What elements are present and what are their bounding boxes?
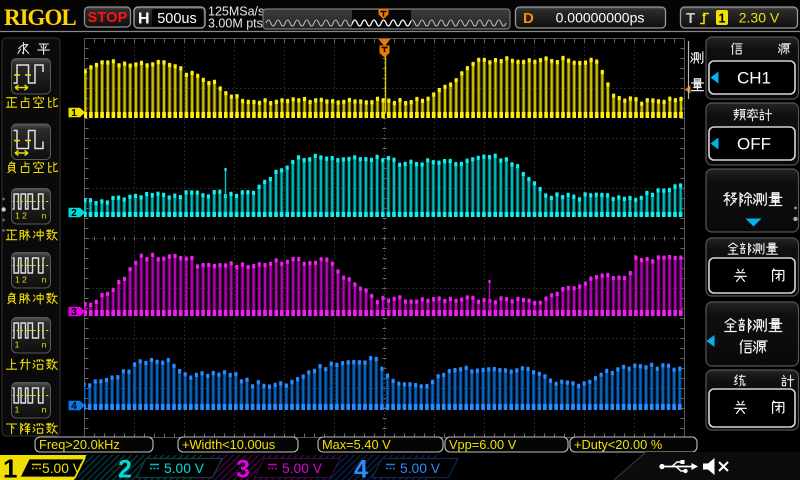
svg-text:Freq>20.0kHz: Freq>20.0kHz: [39, 437, 120, 452]
svg-text:n: n: [42, 211, 47, 221]
svg-text:5.00 V: 5.00 V: [282, 461, 323, 476]
svg-text:3: 3: [71, 307, 77, 318]
svg-text:Max=5.40 V: Max=5.40 V: [322, 437, 391, 452]
svg-text:2.30 V: 2.30 V: [739, 10, 780, 26]
svg-text:1 2: 1 2: [15, 275, 27, 285]
svg-text:0.00000000ps: 0.00000000ps: [556, 10, 645, 26]
svg-text:STOP: STOP: [87, 10, 127, 26]
svg-text:RIGOL: RIGOL: [4, 5, 76, 30]
svg-text:H: H: [138, 11, 150, 28]
svg-text:1: 1: [15, 340, 20, 350]
svg-text:+Width<10.00us: +Width<10.00us: [182, 437, 275, 452]
svg-text:1 2: 1 2: [15, 211, 27, 221]
svg-text:1: 1: [15, 405, 20, 415]
svg-text:n: n: [42, 405, 47, 415]
svg-text:2: 2: [118, 456, 132, 480]
svg-text:1: 1: [71, 108, 77, 119]
svg-text:5.00 V: 5.00 V: [164, 461, 205, 476]
svg-text:5.00 V: 5.00 V: [400, 461, 441, 476]
svg-text:D: D: [523, 10, 534, 27]
svg-text:CH1: CH1: [737, 69, 771, 88]
svg-text:3.00M pts: 3.00M pts: [208, 17, 263, 31]
svg-text:5.00 V: 5.00 V: [42, 461, 83, 476]
svg-text:3: 3: [236, 456, 250, 480]
svg-text:1: 1: [3, 454, 17, 480]
svg-text:T: T: [686, 10, 695, 27]
svg-text:500us: 500us: [157, 11, 197, 27]
svg-text:OFF: OFF: [737, 135, 771, 154]
svg-text:+Duty<20.00 %: +Duty<20.00 %: [574, 437, 662, 452]
svg-text:4: 4: [71, 401, 77, 412]
svg-text:Vpp=6.00 V: Vpp=6.00 V: [449, 437, 517, 452]
svg-text:n: n: [42, 340, 47, 350]
svg-text:n: n: [42, 275, 47, 285]
svg-text:4: 4: [354, 456, 368, 480]
svg-text:1: 1: [719, 12, 726, 26]
svg-text:125MSa/s: 125MSa/s: [208, 5, 264, 19]
svg-text:2: 2: [71, 208, 77, 219]
